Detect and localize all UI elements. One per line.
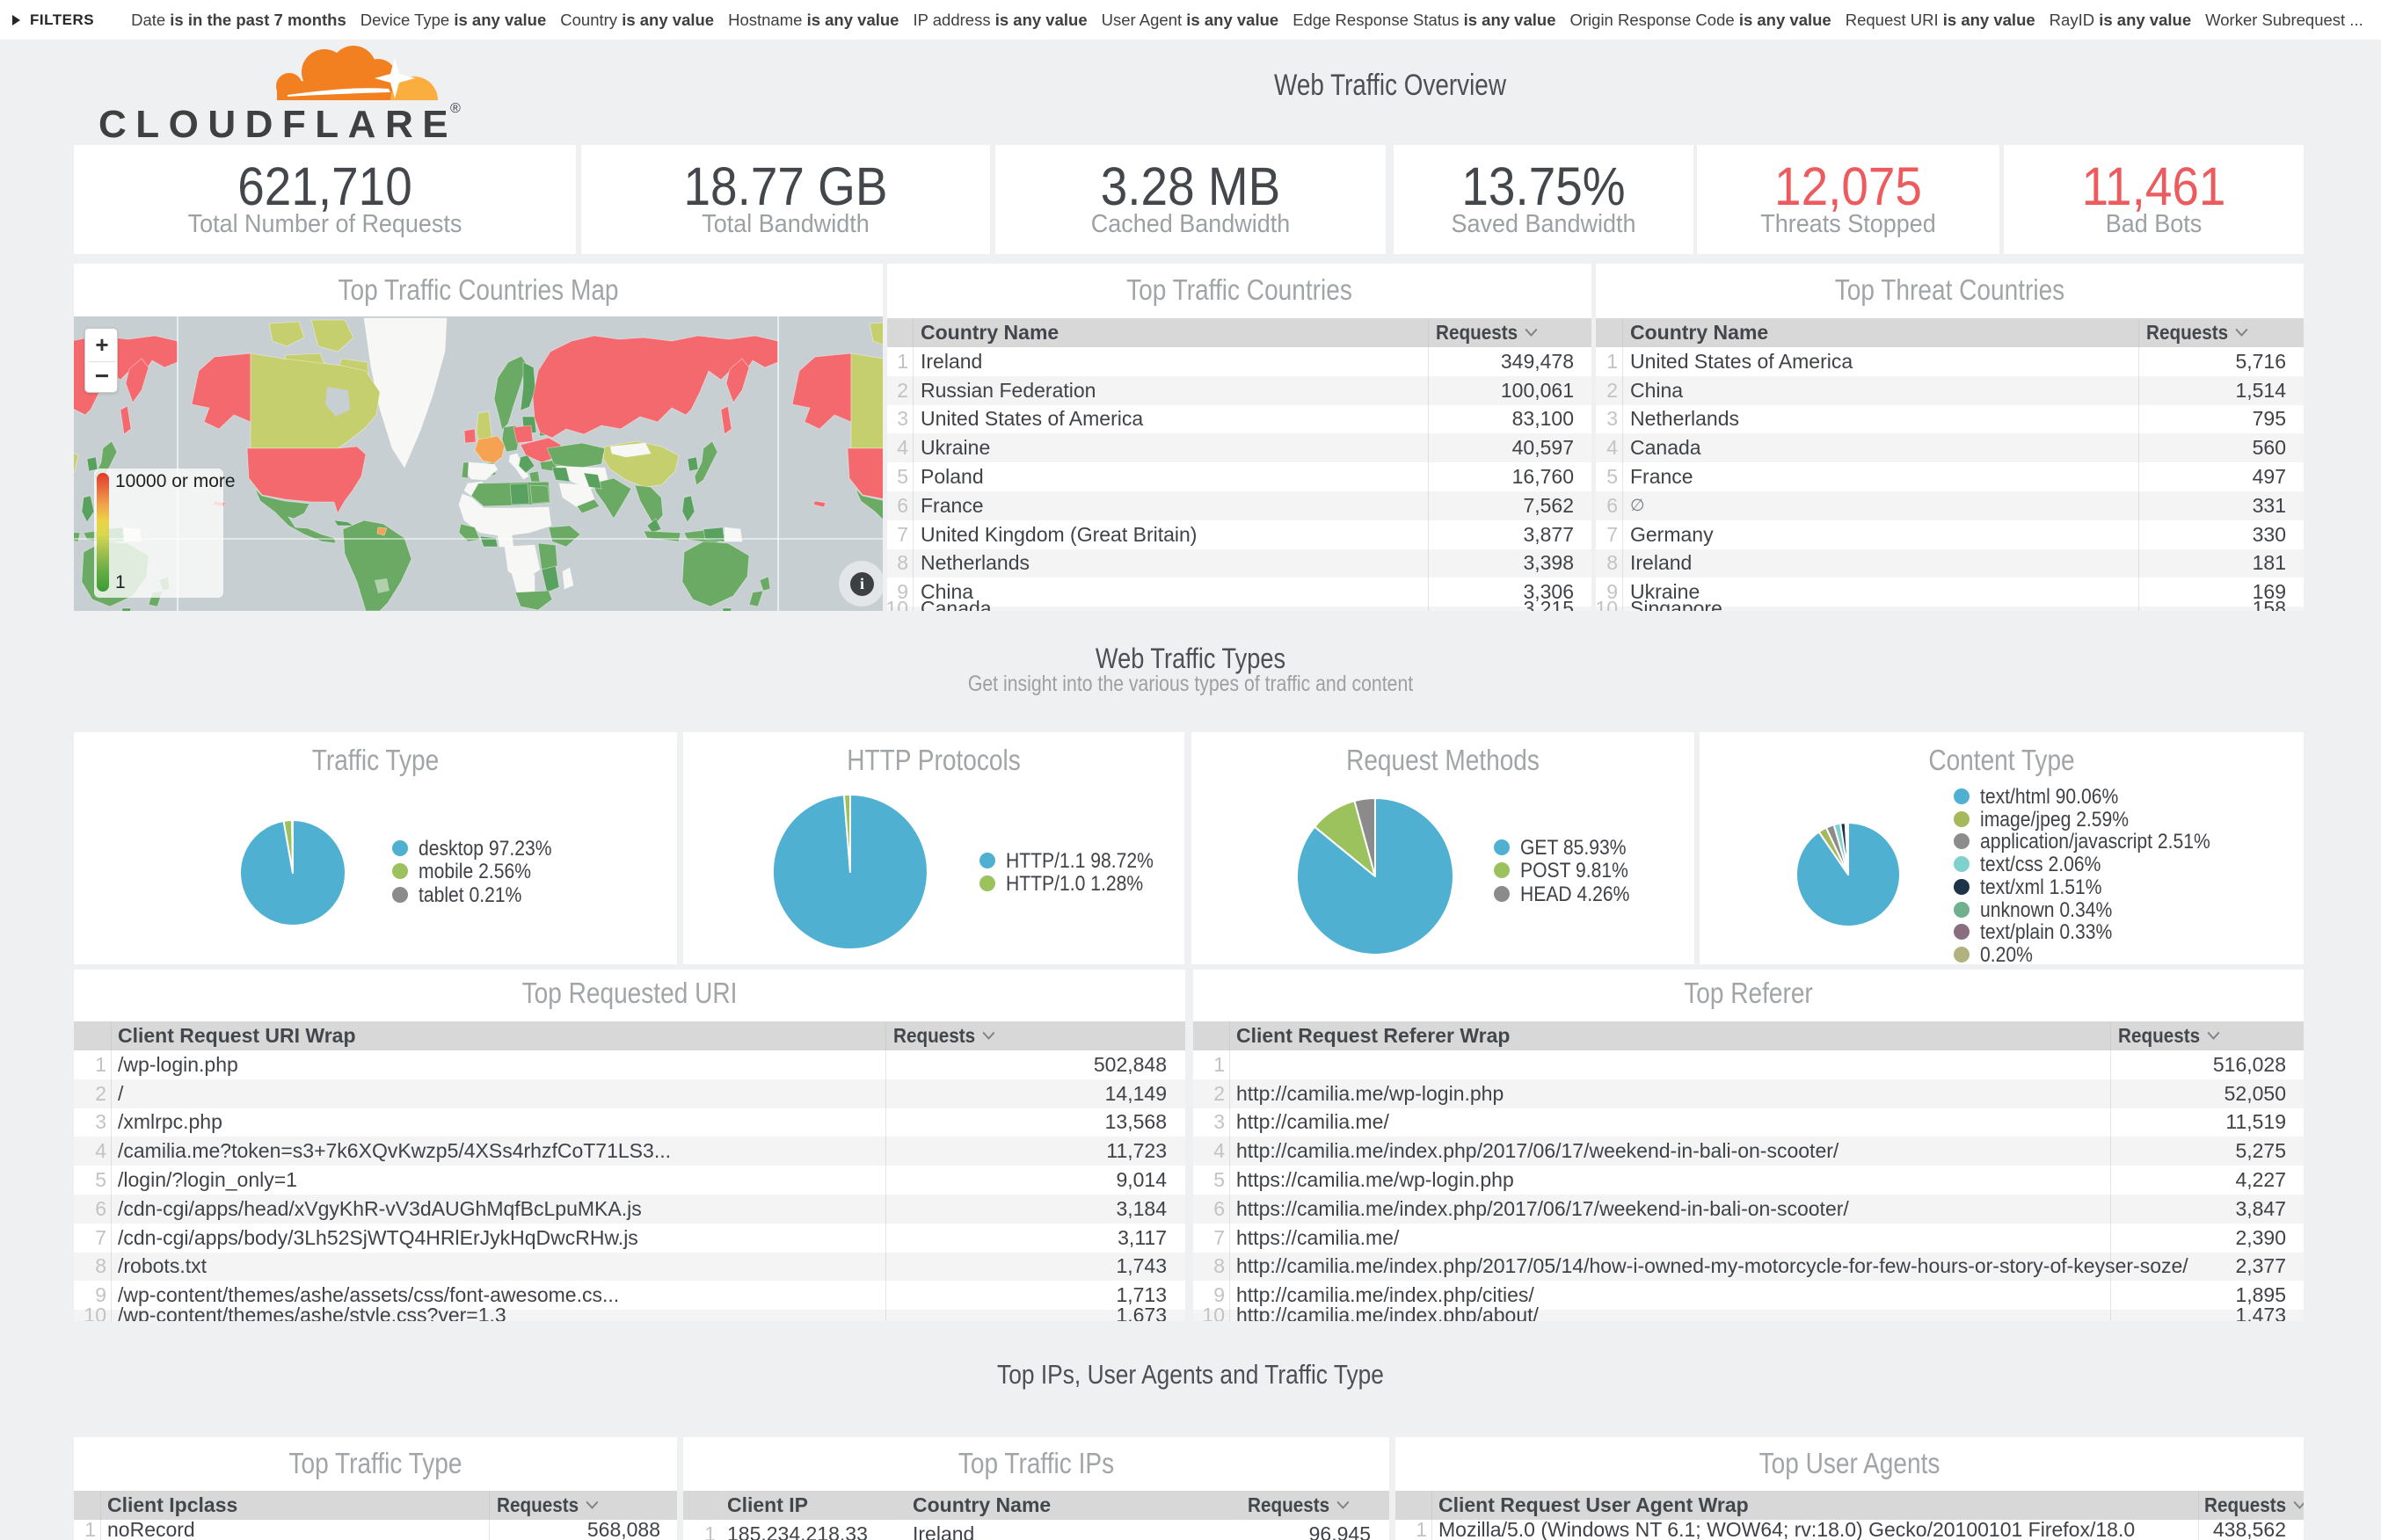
svg-text:®: ® [450,101,461,116]
svg-text:CLOUDFLARE: CLOUDFLARE [98,103,457,146]
